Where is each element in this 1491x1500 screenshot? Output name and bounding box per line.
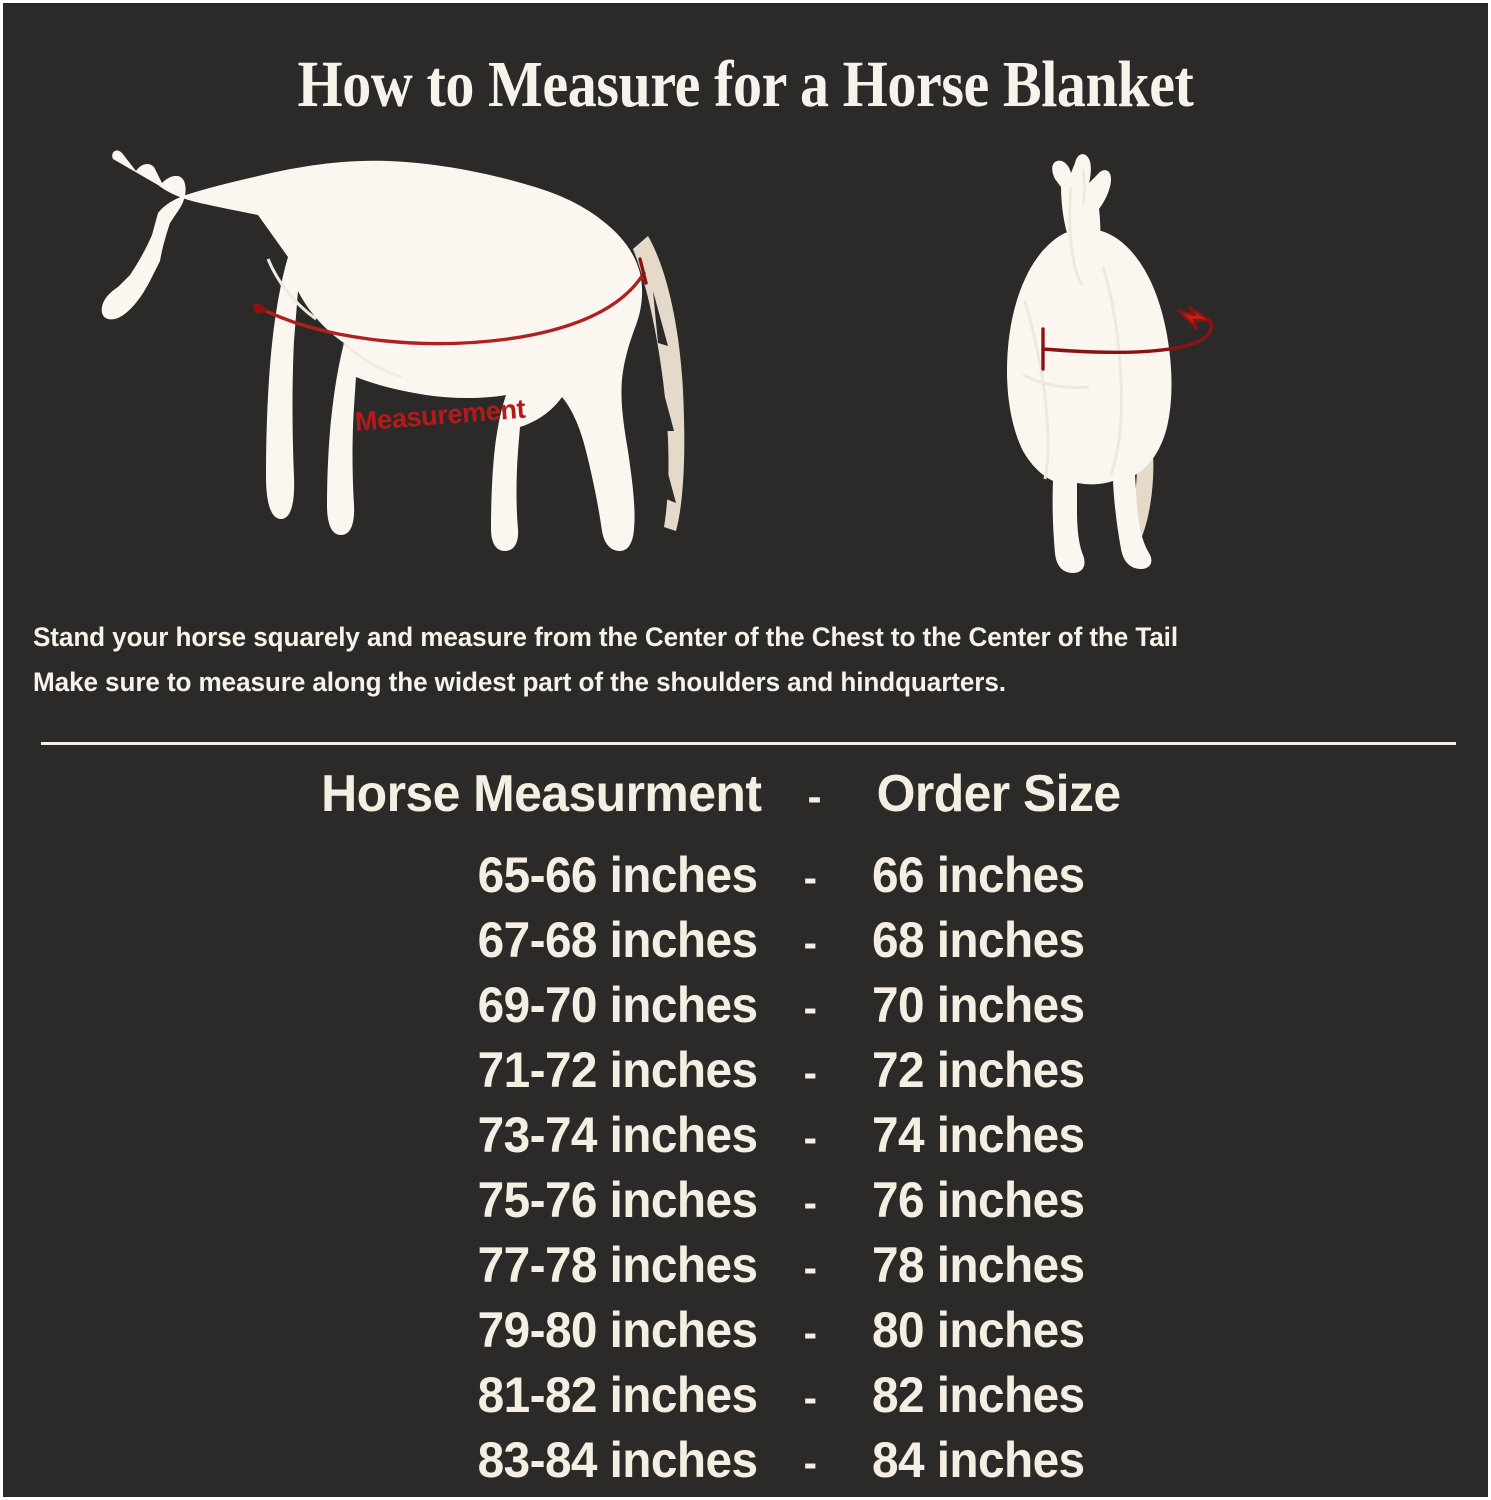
instruction-line-1: Stand your horse squarely and measure fr… — [33, 622, 1178, 652]
table-row: 67-68 inches - 68 inches — [3, 909, 1427, 974]
cell-horse-measurement: 81-82 inches — [477, 1367, 758, 1423]
header-horse-measurement: Horse Measurment — [321, 765, 762, 823]
header-separator: - — [807, 772, 821, 821]
cell-horse-measurement: 75-76 inches — [477, 1172, 758, 1228]
cell-order-size: 74 inches — [872, 1107, 1085, 1163]
table-row: 73-74 inches - 74 inches — [3, 1104, 1427, 1169]
illustration-area: Measurement — [3, 131, 1488, 601]
horse-rear-view-icon — [1007, 154, 1213, 573]
horse-side-view-icon — [101, 150, 685, 552]
cell-order-size: 72 inches — [872, 1042, 1085, 1098]
cell-separator: - — [803, 1244, 817, 1291]
table-header-row: Horse Measurment - Order Size — [3, 759, 1434, 832]
cell-order-size: 78 inches — [872, 1237, 1085, 1293]
cell-horse-measurement: 71-72 inches — [477, 1042, 758, 1098]
cell-horse-measurement: 65-66 inches — [477, 847, 758, 903]
cell-order-size: 70 inches — [872, 977, 1085, 1033]
cell-separator: - — [803, 1179, 817, 1226]
cell-separator: - — [803, 919, 817, 966]
instructions-text: Stand your horse squarely and measure fr… — [33, 615, 1442, 705]
cell-order-size: 68 inches — [872, 912, 1085, 968]
instruction-line-2: Make sure to measure along the widest pa… — [33, 667, 1006, 697]
table-row: 77-78 inches - 78 inches — [3, 1234, 1427, 1299]
table-row: 69-70 inches - 70 inches — [3, 974, 1427, 1039]
cell-horse-measurement: 77-78 inches — [477, 1237, 758, 1293]
table-row: 83-84 inches - 84 inches — [3, 1429, 1427, 1494]
table-row: 75-76 inches - 76 inches — [3, 1169, 1427, 1234]
table-row: 79-80 inches - 80 inches — [3, 1299, 1427, 1364]
cell-order-size: 76 inches — [872, 1172, 1085, 1228]
cell-order-size: 66 inches — [872, 847, 1085, 903]
size-chart-table: Horse Measurment - Order Size 65-66 inch… — [3, 759, 1488, 1494]
arrow-head-icon — [1177, 305, 1213, 331]
cell-separator: - — [803, 1114, 817, 1161]
cell-horse-measurement: 67-68 inches — [477, 912, 758, 968]
cell-order-size: 84 inches — [872, 1432, 1085, 1488]
cell-horse-measurement: 69-70 inches — [477, 977, 758, 1033]
table-row: 71-72 inches - 72 inches — [3, 1039, 1427, 1104]
cell-horse-measurement: 79-80 inches — [477, 1302, 758, 1358]
cell-separator: - — [803, 1049, 817, 1096]
table-row: 65-66 inches - 66 inches — [3, 844, 1427, 909]
cell-horse-measurement: 83-84 inches — [477, 1432, 758, 1488]
header-order-size: Order Size — [876, 765, 1122, 823]
cell-order-size: 82 inches — [872, 1367, 1085, 1423]
cell-separator: - — [803, 854, 817, 901]
section-divider — [41, 742, 1456, 745]
page-title: How to Measure for a Horse Blanket — [297, 48, 1194, 121]
cell-order-size: 80 inches — [872, 1302, 1085, 1358]
table-row: 81-82 inches - 82 inches — [3, 1364, 1427, 1429]
cell-separator: - — [803, 1309, 817, 1356]
cell-separator: - — [803, 1374, 817, 1421]
cell-separator: - — [803, 1439, 817, 1486]
cell-separator: - — [803, 984, 817, 1031]
cell-horse-measurement: 73-74 inches — [477, 1107, 758, 1163]
